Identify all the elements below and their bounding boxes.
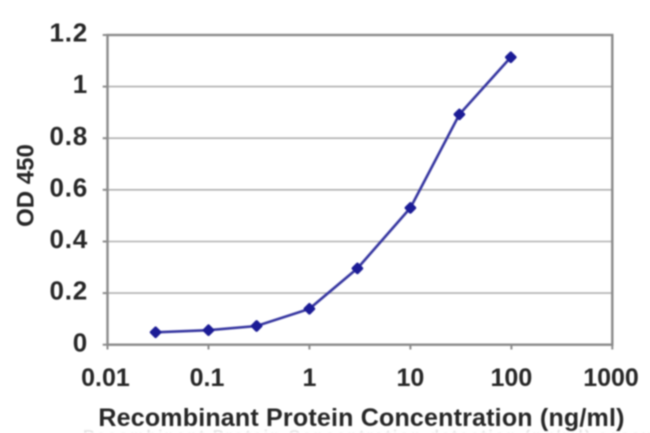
- svg-text:1.2: 1.2: [49, 18, 88, 48]
- svg-text:0.2: 0.2: [49, 276, 88, 306]
- svg-text:0.6: 0.6: [49, 172, 88, 202]
- svg-text:10: 10: [396, 364, 424, 392]
- svg-text:100: 100: [491, 364, 533, 392]
- svg-text:Recombinant Protein Concentrat: Recombinant Protein Concentration detect…: [83, 428, 650, 433]
- svg-text:0.4: 0.4: [49, 224, 88, 254]
- svg-text:0.01: 0.01: [81, 364, 130, 392]
- svg-text:1000: 1000: [583, 364, 639, 392]
- svg-text:Recombinant Protein Concentrat: Recombinant Protein Concentration (ng/ml…: [98, 404, 624, 432]
- svg-text:0: 0: [73, 327, 88, 357]
- svg-text:1: 1: [302, 364, 316, 392]
- svg-text:0.1: 0.1: [190, 364, 225, 392]
- svg-text:OD 450: OD 450: [13, 144, 40, 227]
- svg-text:0.8: 0.8: [49, 121, 88, 151]
- svg-text:1: 1: [73, 69, 88, 99]
